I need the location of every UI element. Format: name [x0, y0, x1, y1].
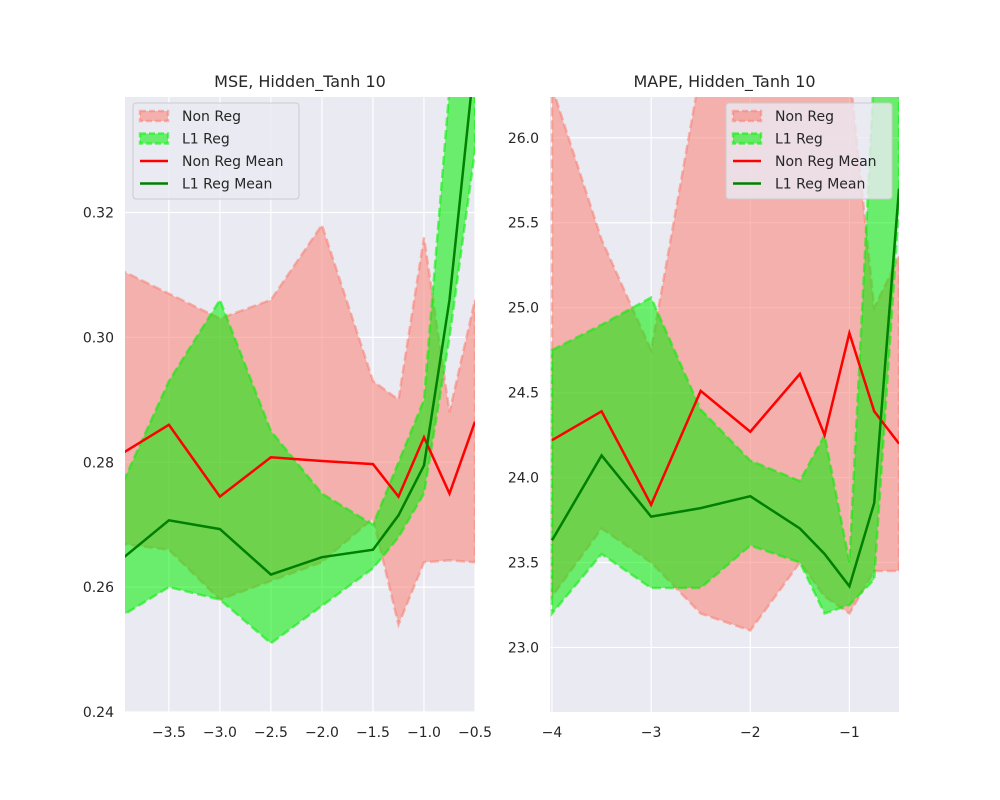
l1-reg-mean-line — [550, 188, 899, 590]
legend-swatch-l1-reg — [731, 132, 763, 145]
chart-title: MAPE, Hidden_Tanh 10 — [633, 72, 815, 92]
y-tick-label: 26.0 — [508, 131, 539, 147]
y-tick-label: 23.0 — [508, 640, 539, 656]
non-reg-mean-line — [125, 421, 475, 500]
x-tick-label: −4 — [542, 725, 563, 741]
legend-label-l1-reg-mean: L1 Reg Mean — [775, 177, 865, 193]
y-tick-label: 23.5 — [508, 555, 539, 571]
legend-label-l1-reg: L1 Reg — [775, 132, 823, 148]
x-tick-label: −2.5 — [254, 725, 288, 741]
plot-content — [125, 97, 475, 645]
legend-label-non-reg-mean: Non Reg Mean — [775, 154, 877, 170]
legend-box — [725, 102, 893, 200]
legend-label-non-reg: Non Reg — [775, 109, 834, 125]
y-tick-label: 24.0 — [508, 471, 539, 487]
legend-box — [132, 102, 300, 200]
legend-label-non-reg: Non Reg — [182, 109, 241, 125]
x-tick-label: −2 — [740, 725, 761, 741]
mape-chart: −4 −3 −2 −1 23.0 23.5 24.0 24.5 25.0 25.5 26.0 MAPE… — [508, 72, 899, 741]
l1-reg-band — [550, 97, 899, 617]
chart-title: MSE, Hidden_Tanh 10 — [214, 72, 386, 92]
legend-swatch-non-reg — [138, 109, 170, 123]
mse-chart: −3.5 −3.0 −2.5 −2.0 −1.5 −1.0 −0.5 0.24 0.26 0.28… — [83, 72, 492, 741]
x-tick-label: −3.5 — [152, 725, 186, 741]
legend-label-l1-reg: L1 Reg — [182, 132, 230, 148]
y-tick-label: 0.32 — [83, 206, 114, 222]
x-tick-label: −2.0 — [305, 725, 339, 741]
plot-content — [550, 97, 899, 632]
x-tick-label: −1.0 — [407, 725, 441, 741]
l1-reg-band — [125, 97, 475, 645]
non-reg-mean-line — [551, 328, 899, 508]
l1-reg-mean-line — [125, 97, 473, 577]
legend: Non Reg L1 Reg Non Reg Mean L1 Reg Mean — [725, 102, 893, 200]
y-tick-label: 24.5 — [508, 386, 539, 402]
legend-swatch-l1-reg — [138, 132, 170, 145]
x-tick-label: −3 — [641, 725, 662, 741]
y-tick-label: 0.26 — [83, 580, 114, 596]
legend: Non Reg L1 Reg Non Reg Mean L1 Reg Mean — [132, 102, 300, 200]
y-tick-label: 0.28 — [83, 455, 114, 471]
legend-label-l1-reg-mean: L1 Reg Mean — [182, 177, 272, 193]
y-tick-label: 0.30 — [83, 330, 114, 346]
y-tick-label: 25.5 — [508, 216, 539, 232]
x-tick-label: −1 — [839, 725, 860, 741]
x-tick-label: −3.0 — [203, 725, 237, 741]
legend-swatch-non-reg — [731, 109, 763, 123]
y-tick-label: 0.24 — [83, 705, 114, 721]
y-tick-label: 25.0 — [508, 301, 539, 317]
legend-label-non-reg-mean: Non Reg Mean — [182, 154, 284, 170]
x-tick-label: −1.5 — [356, 725, 390, 741]
x-tick-label: −0.5 — [458, 725, 492, 741]
